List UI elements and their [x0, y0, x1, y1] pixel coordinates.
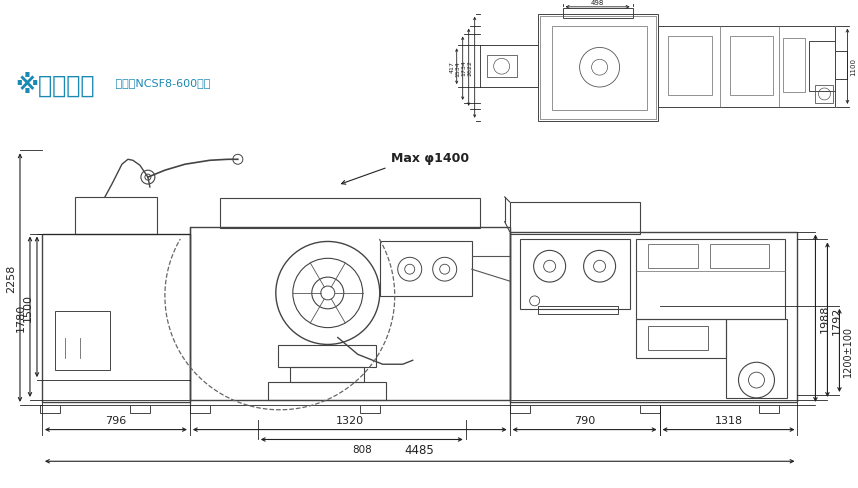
- Bar: [380, 242, 472, 296]
- Bar: [290, 367, 364, 382]
- Text: 790: 790: [574, 415, 595, 425]
- Bar: [710, 245, 770, 269]
- Bar: [836, 52, 848, 80]
- Bar: [75, 198, 157, 234]
- Bar: [540, 17, 656, 120]
- Bar: [278, 346, 376, 367]
- Text: 1500: 1500: [23, 293, 33, 321]
- Text: 1320: 1320: [335, 415, 364, 425]
- Bar: [726, 319, 788, 398]
- Text: 498: 498: [591, 0, 604, 6]
- Text: 1792: 1792: [831, 306, 842, 334]
- Bar: [40, 405, 60, 413]
- Bar: [190, 400, 510, 405]
- Bar: [486, 56, 517, 78]
- Bar: [220, 199, 480, 228]
- Text: 1780: 1780: [16, 303, 26, 331]
- Text: 1200±100: 1200±100: [843, 325, 854, 376]
- Bar: [538, 15, 657, 122]
- Text: 以常用NCSF8-600展示: 以常用NCSF8-600展示: [112, 78, 210, 88]
- Bar: [636, 240, 785, 319]
- Text: Max φ1400: Max φ1400: [390, 152, 468, 165]
- Text: 1100: 1100: [850, 58, 856, 76]
- Bar: [648, 245, 698, 269]
- Bar: [268, 382, 386, 400]
- Bar: [130, 405, 150, 413]
- Bar: [668, 37, 711, 96]
- Bar: [190, 405, 210, 413]
- Text: 808: 808: [352, 445, 372, 454]
- Text: 1734: 1734: [462, 60, 467, 76]
- Bar: [360, 405, 380, 413]
- Text: 1988: 1988: [819, 305, 830, 333]
- Text: 1318: 1318: [715, 415, 742, 425]
- Text: 4485: 4485: [405, 444, 435, 456]
- Bar: [563, 9, 632, 19]
- Bar: [657, 26, 836, 107]
- Bar: [648, 326, 708, 351]
- Bar: [190, 227, 510, 400]
- Bar: [815, 86, 833, 103]
- Bar: [809, 42, 836, 92]
- Bar: [42, 400, 190, 405]
- Text: 2258: 2258: [6, 264, 16, 292]
- Text: 417: 417: [450, 61, 455, 73]
- Bar: [510, 400, 797, 405]
- Bar: [42, 234, 190, 402]
- Text: 796: 796: [106, 415, 126, 425]
- Bar: [729, 37, 773, 96]
- Text: 2622: 2622: [468, 60, 473, 76]
- Bar: [636, 319, 726, 359]
- Text: ※外形尺寸: ※外形尺寸: [15, 72, 94, 97]
- Bar: [480, 46, 538, 88]
- Text: 1534: 1534: [456, 61, 461, 77]
- Bar: [759, 405, 779, 413]
- Bar: [552, 26, 647, 111]
- Bar: [520, 240, 630, 309]
- Bar: [55, 311, 110, 370]
- Bar: [510, 203, 639, 234]
- Bar: [538, 306, 618, 314]
- Bar: [783, 40, 806, 93]
- Bar: [510, 232, 797, 402]
- Bar: [510, 405, 529, 413]
- Bar: [639, 405, 660, 413]
